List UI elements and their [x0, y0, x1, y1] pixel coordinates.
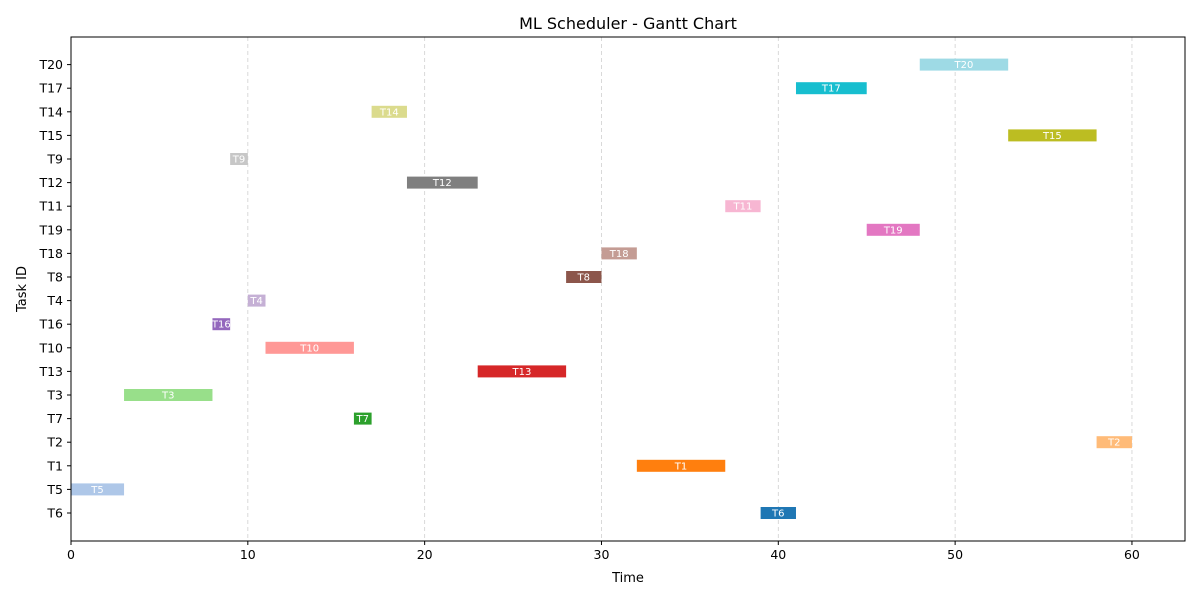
bar-label: T19	[883, 225, 903, 236]
y-tick-label: T6	[46, 506, 63, 521]
bar-t5	[71, 483, 125, 496]
bar-t9	[230, 153, 248, 165]
bar-t19	[866, 223, 920, 236]
x-axis-label: Time	[611, 571, 644, 586]
x-tick-label: 60	[1124, 547, 1140, 562]
bar-label: T3	[161, 391, 174, 402]
bar-t14	[371, 105, 407, 118]
bar-t17	[795, 82, 867, 95]
bar-t13	[477, 365, 567, 378]
y-tick-label: T4	[46, 293, 63, 308]
bar-label: T12	[432, 178, 452, 189]
y-tick-label: T9	[46, 152, 63, 167]
bar-t6	[760, 507, 796, 519]
bar-label: T15	[1042, 131, 1062, 142]
bar-t12	[406, 176, 478, 189]
bar-t7	[353, 412, 372, 425]
bar-t1	[636, 459, 726, 472]
bar-t2	[1096, 436, 1132, 449]
x-tick-label: 50	[947, 547, 963, 562]
y-tick-label: T8	[46, 270, 63, 285]
x-tick-label: 10	[240, 547, 256, 562]
y-tick-label: T18	[38, 246, 63, 261]
y-ticks: T6 T5 T1 T2 T7 T3 T13 T10 T16 T4 T8 T18 T19 T11 T12 T9 T…	[38, 57, 71, 521]
y-tick-label: T15	[38, 128, 63, 143]
x-tick-label: 0	[67, 547, 75, 562]
bar-label: T2	[1107, 438, 1120, 449]
bar-t3	[124, 389, 213, 401]
x-tick-label: 30	[594, 547, 610, 562]
y-tick-label: T17	[38, 81, 63, 96]
bar-label: T1	[674, 461, 687, 472]
bar-label: T8	[577, 273, 590, 284]
y-tick-label: T5	[46, 482, 63, 497]
bar-label: T16	[211, 320, 231, 331]
y-tick-label: T19	[38, 222, 63, 237]
bar-t10	[265, 341, 354, 354]
y-tick-label: T2	[46, 435, 63, 450]
x-ticks: 0 10 20 30 40 50 60	[67, 541, 1140, 562]
bar-t4	[247, 294, 266, 307]
bar-label: T5	[90, 485, 103, 496]
bar-t11	[725, 200, 761, 213]
y-axis-label: Task ID	[15, 266, 30, 313]
bar-label: T20	[954, 60, 974, 71]
bar-label: T17	[821, 84, 841, 95]
plot-frame	[70, 36, 1186, 542]
y-tick-label: T16	[38, 317, 63, 332]
grid-lines	[70, 37, 1133, 541]
bar-label: T18	[609, 249, 629, 260]
bar-t18	[601, 247, 637, 260]
y-tick-label: T10	[38, 340, 63, 355]
x-tick-label: 40	[770, 547, 786, 562]
y-tick-label: T20	[38, 57, 63, 72]
bar-t8	[566, 271, 602, 283]
y-tick-label: T1	[46, 458, 63, 473]
bar-label: T13	[511, 367, 531, 378]
bar-label: T11	[733, 202, 753, 213]
y-tick-label: T7	[46, 411, 63, 426]
y-tick-label: T13	[38, 364, 63, 379]
bars: T6 T5 T1 T2 T7 T3 T13 T10 T16 T4 T8 T18 T19 T11 T12 T9 T…	[71, 58, 1132, 520]
bar-t20	[919, 58, 1009, 71]
bar-label: T7	[356, 414, 369, 425]
bar-label: T9	[232, 155, 245, 166]
x-tick-label: 20	[417, 547, 433, 562]
bar-t15	[1008, 129, 1097, 142]
bar-label: T4	[249, 296, 262, 307]
bar-label: T14	[379, 107, 399, 118]
y-tick-label: T12	[38, 175, 63, 190]
y-tick-label: T14	[38, 104, 63, 119]
bar-label: T10	[299, 343, 319, 354]
y-tick-label: T3	[46, 388, 63, 403]
bar-t16	[212, 318, 231, 331]
bar-label: T6	[771, 509, 784, 520]
chart-title: ML Scheduler - Gantt Chart	[519, 14, 737, 33]
y-tick-label: T11	[38, 199, 63, 214]
